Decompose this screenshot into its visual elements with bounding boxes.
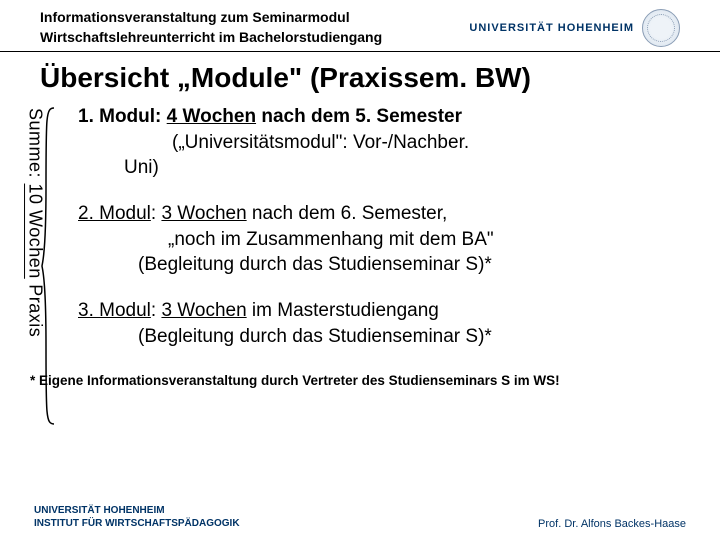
module-list: 1. Modul: 4 Wochen nach dem 5. Semester …: [54, 102, 690, 369]
module-1-rest: nach dem 5. Semester: [256, 106, 462, 127]
content: Summe: 10 Wochen Praxis 1. Modul: 4 Woch…: [0, 102, 720, 369]
slide-title: Übersicht „Module" (Praxissem. BW): [0, 52, 720, 102]
module-2-duration: 3 Wochen: [161, 203, 246, 224]
module-2-line2: „noch im Zusammenhang mit dem BA": [78, 227, 690, 253]
module-2: 2. Modul: 3 Wochen nach dem 6. Semester,…: [78, 201, 690, 278]
module-1-uni: Uni): [78, 155, 690, 181]
header-subtitle: Informationsveranstaltung zum Seminarmod…: [40, 8, 382, 47]
module-1-line2a: („Universitätsmodul": Vor-/Nachber.: [172, 132, 469, 153]
header-brand: UNIVERSITÄT HOHENHEIM: [469, 9, 680, 47]
footer-author: Prof. Dr. Alfons Backes-Haase: [538, 518, 686, 530]
university-name: UNIVERSITÄT HOHENHEIM: [469, 22, 634, 34]
module-3-rest: im Masterstudiengang: [247, 300, 439, 321]
module-3: 3. Modul: 3 Wochen im Masterstudiengang …: [78, 298, 690, 349]
slide-footer: UNIVERSITÄT HOHENHEIM INSTITUT FÜR WIRTS…: [0, 504, 720, 530]
slide-header: Informationsveranstaltung zum Seminarmod…: [0, 0, 720, 52]
university-seal-icon: [642, 9, 680, 47]
module-1-duration: 4 Wochen: [167, 106, 256, 127]
footer-left-line2: INSTITUT FÜR WIRTSCHAFTSPÄDAGOGIK: [34, 517, 240, 530]
module-2-label: 2. Modul: [78, 203, 151, 224]
curly-brace-icon: [40, 106, 58, 426]
module-2-rest: nach dem 6. Semester,: [247, 203, 448, 224]
header-line2: Wirtschaftslehreunterricht im Bachelorst…: [40, 28, 382, 48]
module-1-uni-label: Uni): [124, 157, 159, 178]
module-3-head: 3. Modul: 3 Wochen im Masterstudiengang: [78, 298, 690, 324]
module-1-detail: („Universitätsmodul": Vor-/Nachber.: [78, 130, 690, 156]
footer-institute: UNIVERSITÄT HOHENHEIM INSTITUT FÜR WIRTS…: [34, 504, 240, 530]
module-1-head: 1. Modul: 4 Wochen nach dem 5. Semester: [78, 104, 690, 130]
module-3-line2: (Begleitung durch das Studienseminar S)*: [78, 324, 690, 350]
module-3-duration: 3 Wochen: [161, 300, 246, 321]
footnote: * Eigene Informationsveranstaltung durch…: [0, 369, 720, 388]
header-line1: Informationsveranstaltung zum Seminarmod…: [40, 8, 382, 28]
sidebar-summary: Summe: 10 Wochen Praxis: [16, 102, 54, 369]
module-2-line3: (Begleitung durch das Studienseminar S)*: [78, 252, 690, 278]
footer-left-line1: UNIVERSITÄT HOHENHEIM: [34, 504, 240, 517]
module-2-head: 2. Modul: 3 Wochen nach dem 6. Semester,: [78, 201, 690, 227]
module-1-label: 1. Modul:: [78, 106, 161, 127]
module-1: 1. Modul: 4 Wochen nach dem 5. Semester …: [78, 104, 690, 181]
module-3-label: 3. Modul: [78, 300, 151, 321]
